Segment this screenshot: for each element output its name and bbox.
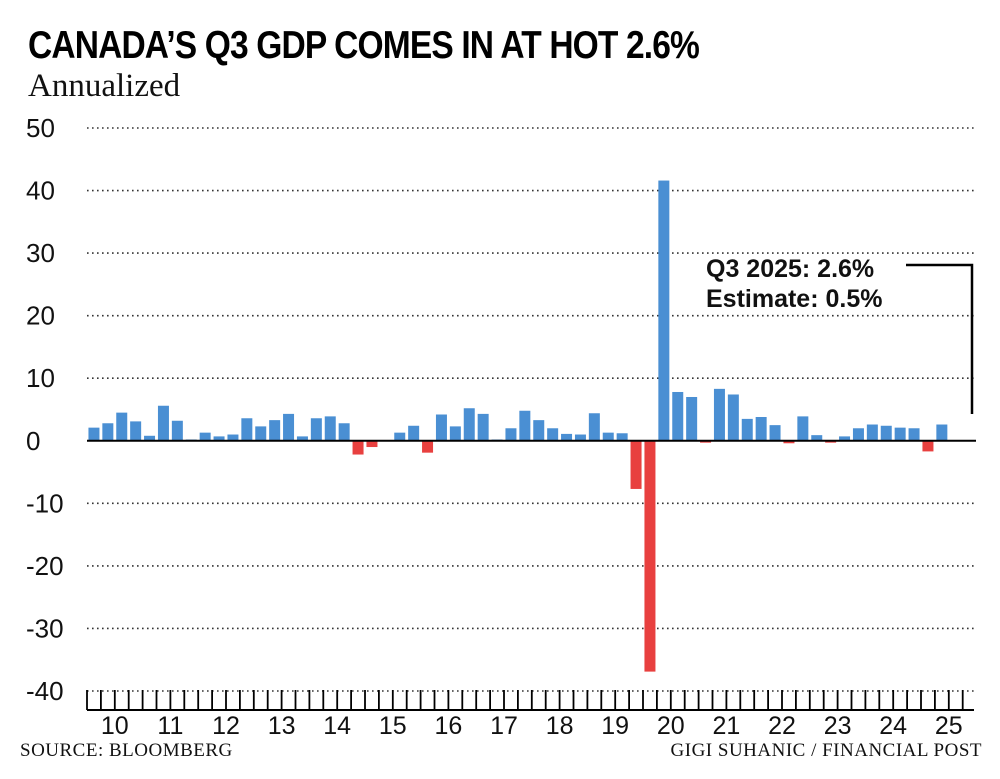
- bar: [922, 440, 934, 452]
- chart-subtitle: Annualized: [28, 68, 181, 104]
- chart-title: CANADA’S Q3 GDP COMES IN AT HOT 2.6%: [28, 24, 700, 67]
- x-tick-label: 16: [434, 712, 462, 740]
- bar: [199, 432, 211, 441]
- bar: [422, 440, 434, 453]
- bars: [88, 180, 948, 672]
- x-tick-label: 20: [657, 712, 685, 740]
- x-tick-label: 24: [879, 712, 907, 740]
- x-tick-label: 22: [768, 712, 796, 740]
- bar: [783, 440, 795, 444]
- bar: [880, 425, 892, 441]
- bar: [936, 424, 948, 441]
- bar: [658, 180, 670, 441]
- bar: [394, 432, 406, 441]
- bar: [839, 436, 851, 441]
- y-tick-label: -10: [26, 488, 64, 518]
- y-tick-label: -30: [26, 613, 64, 643]
- bar: [435, 414, 447, 441]
- bar: [449, 426, 461, 441]
- bar: [630, 440, 642, 489]
- bar: [255, 426, 267, 441]
- x-tick-label: 14: [323, 712, 351, 740]
- bar: [644, 440, 656, 672]
- bar: [283, 413, 295, 441]
- grid-lines: 50 40 30 20 10 0 -10 -20 -30 -40: [26, 113, 976, 706]
- bar: [866, 424, 878, 441]
- bar: [352, 440, 364, 455]
- bar: [241, 418, 253, 441]
- bar: [338, 423, 350, 441]
- bar: [908, 428, 920, 441]
- annotation-leader-line: [906, 263, 974, 414]
- bar: [310, 418, 322, 441]
- annotation-line-1: Q3 2025: 2.6%: [706, 255, 874, 283]
- y-tick-label: 50: [26, 113, 55, 143]
- source-note: SOURCE: BLOOMBERG: [20, 740, 233, 761]
- bar: [713, 388, 725, 441]
- bar: [769, 425, 781, 441]
- bar: [102, 423, 114, 441]
- bar: [741, 418, 753, 441]
- x-tick-label: 23: [824, 712, 852, 740]
- bar: [894, 427, 906, 441]
- bar: [213, 436, 225, 441]
- bar: [408, 425, 420, 441]
- bar: [616, 433, 628, 441]
- y-tick-label: 30: [26, 238, 55, 268]
- x-tick-label: 11: [157, 712, 183, 740]
- bar: [811, 435, 823, 441]
- bar: [296, 436, 308, 441]
- y-tick-label: -40: [26, 676, 64, 706]
- bar: [505, 428, 517, 441]
- y-tick-label: -20: [26, 551, 64, 581]
- x-tick-label: 10: [101, 712, 129, 740]
- bar: [533, 420, 545, 441]
- bar: [852, 428, 864, 441]
- x-tick-label: 12: [212, 712, 240, 740]
- bar: [366, 440, 378, 448]
- bar: [755, 417, 767, 441]
- axes: 10 11 12 13 14 15 16 17 18 19 20 21 22 23 24 25: [86, 439, 976, 740]
- bar: [144, 435, 156, 441]
- bar: [88, 427, 100, 441]
- bar: [727, 394, 739, 441]
- y-tick-label: 40: [26, 176, 55, 206]
- y-tick-label: 10: [26, 363, 55, 393]
- bar: [227, 434, 239, 441]
- bar: [116, 412, 128, 441]
- annotation: Q3 2025: 2.6% Estimate: 0.5%: [706, 255, 974, 414]
- bar: [171, 420, 183, 441]
- bar: [269, 420, 281, 441]
- bar: [463, 408, 475, 441]
- x-tick-label: 13: [268, 712, 296, 740]
- bar: [519, 410, 531, 441]
- x-tick-label: 17: [490, 712, 518, 740]
- x-tick-label: 19: [601, 712, 629, 740]
- bar: [588, 413, 600, 441]
- bar: [686, 396, 698, 441]
- x-tick-label: 18: [546, 712, 574, 740]
- bar: [324, 416, 336, 441]
- annotation-line-2: Estimate: 0.5%: [706, 285, 882, 313]
- y-tick-label: 0: [26, 426, 40, 456]
- y-tick-label: 20: [26, 301, 55, 331]
- x-tick-label: 15: [379, 712, 407, 740]
- x-tick-label: 21: [712, 712, 740, 740]
- bar: [561, 433, 573, 441]
- bar: [477, 413, 489, 441]
- credit-note: GIGI SUHANIC / FINANCIAL POST: [670, 740, 982, 761]
- x-tick-label: 25: [935, 712, 963, 740]
- bar: [130, 421, 142, 441]
- bar: [602, 432, 614, 441]
- bar: [797, 416, 809, 441]
- bar: [672, 391, 684, 441]
- bar: [157, 405, 169, 441]
- bar: [547, 428, 559, 441]
- bar: [574, 434, 586, 441]
